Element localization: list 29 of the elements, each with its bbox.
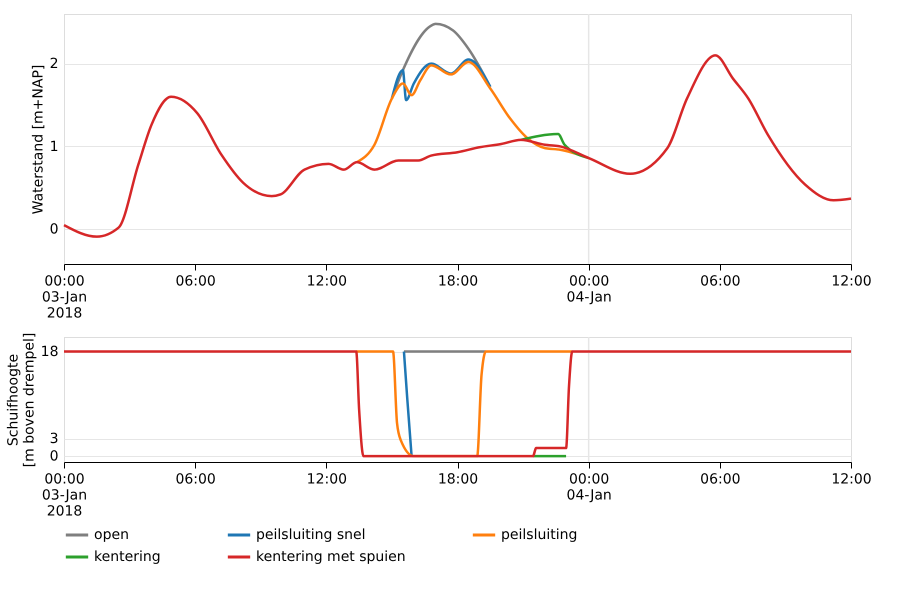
x-tick-label: 00:00 03-Jan 2018 <box>42 274 88 322</box>
line-series <box>62 54 852 238</box>
y-tick-label: 0 <box>50 448 58 465</box>
x-tick-label: 12:00 <box>831 274 872 290</box>
x-tick-label: 12:00 <box>306 472 348 488</box>
x-tick-label: 06:00 <box>175 472 216 488</box>
line-series <box>62 350 852 458</box>
x-tick-label: 06:00 <box>700 472 741 488</box>
y-tick-label: 2 <box>50 56 58 72</box>
y-axis-title: Waterstand [m+NAP] <box>30 64 47 214</box>
legend-label: kentering <box>94 549 161 565</box>
x-tick-label: 06:00 <box>175 274 216 290</box>
legend-label: peilsluiting snel <box>256 527 366 543</box>
x-tick-label: 00:00 04-Jan <box>566 472 612 504</box>
y-tick-label: 3 <box>50 431 58 448</box>
y-tick-label: 0 <box>50 222 58 238</box>
x-tick-label: 12:00 <box>831 472 872 488</box>
x-tick-label: 12:00 <box>306 274 348 290</box>
legend-label: kentering met spuien <box>256 549 406 565</box>
x-tick-label: 00:00 04-Jan <box>566 274 612 306</box>
x-tick-label: 18:00 <box>438 274 478 290</box>
x-tick-label: 18:00 <box>438 472 478 488</box>
x-tick-label: 00:00 03-Jan 2018 <box>42 472 88 520</box>
y-tick-label: 1 <box>50 138 58 155</box>
legend-label: peilsluiting <box>501 527 578 543</box>
y-axis-title: Schuifhoogte [m boven drempel] <box>6 332 38 468</box>
y-tick-label: 18 <box>40 344 58 360</box>
legend-label: open <box>94 527 129 543</box>
x-tick-label: 06:00 <box>700 274 741 290</box>
